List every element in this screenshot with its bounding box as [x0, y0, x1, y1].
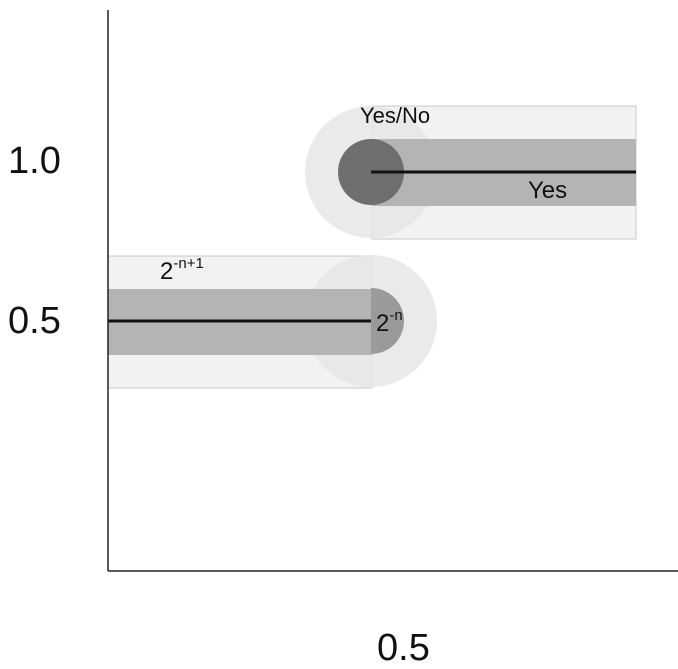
axes: 1.0 0.5 0.5 — [8, 10, 678, 669]
upper-segment: Yes/No Yes — [305, 103, 637, 240]
lower-end-label-base: 2 — [376, 310, 389, 337]
y-tick-label-0-5: 0.5 — [8, 300, 61, 342]
lower-segment: 2-n+1 2-n — [107, 255, 437, 389]
x-tick-label-0-5: 0.5 — [377, 627, 430, 669]
lower-top-label-base: 2 — [160, 258, 173, 285]
lower-point-half-circle — [371, 288, 404, 354]
lower-top-label: 2-n+1 — [160, 255, 204, 285]
lower-top-label-exponent: -n+1 — [173, 255, 203, 272]
upper-top-label: Yes/No — [360, 103, 430, 128]
lower-end-label: 2-n — [376, 307, 403, 337]
upper-line-label: Yes — [528, 177, 567, 204]
y-tick-label-1-0: 1.0 — [8, 140, 61, 182]
lower-end-label-exponent: -n — [389, 307, 402, 324]
